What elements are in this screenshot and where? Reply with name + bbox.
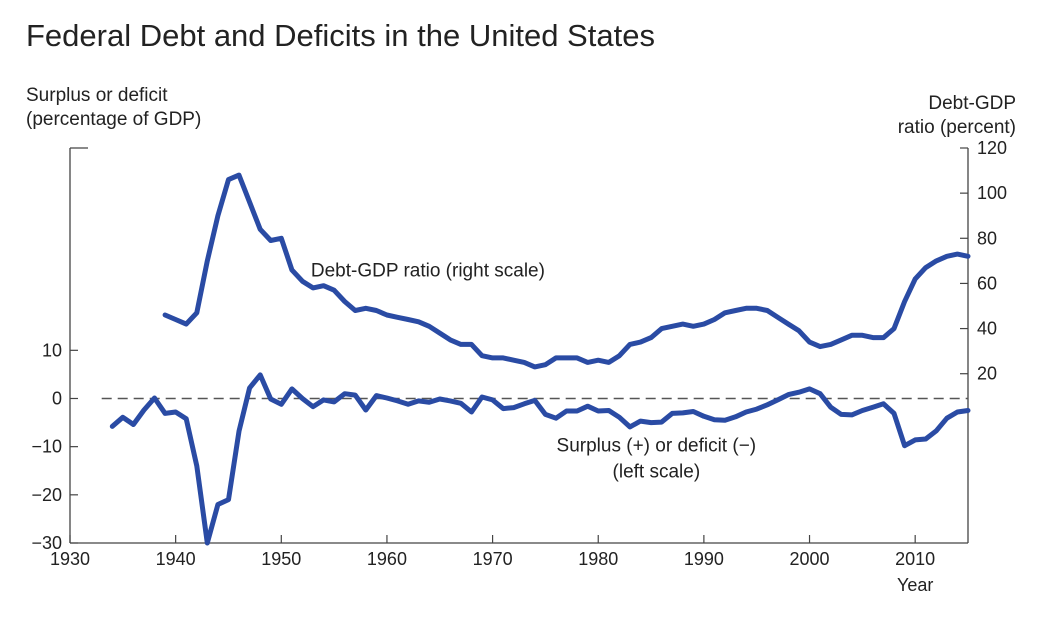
left-axis-tick-label: 0	[52, 388, 62, 408]
x-axis-tick-label: 1980	[578, 549, 618, 569]
surplus-deficit-line	[109, 372, 971, 546]
left-axis-title-line-2: (percentage of GDP)	[26, 109, 202, 130]
right-axis-tick-label: 60	[977, 273, 997, 293]
surplus-deficit-series-label: Surplus (+) or deficit (−)	[557, 435, 757, 456]
right-axis-tick-label: 80	[977, 228, 997, 248]
right-axis-tick-label: 120	[977, 138, 1007, 158]
x-axis-tick-label: 1960	[367, 549, 407, 569]
surplus-deficit-series-label: (left scale)	[613, 461, 701, 482]
left-axis-title-line-1: Surplus or deficit	[26, 85, 168, 106]
right-axis-tick-label: 100	[977, 183, 1007, 203]
x-axis-tick-label: 2010	[895, 549, 935, 569]
chart-title: Federal Debt and Deficits in the United …	[26, 18, 655, 53]
left-axis-tick-label: −30	[31, 533, 62, 553]
x-axis-tick-label: 1930	[50, 549, 90, 569]
left-axis-title: Surplus or deficit (percentage of GDP)	[26, 84, 201, 132]
x-axis-tick-label: 1940	[156, 549, 196, 569]
x-axis-tick-label: 1970	[473, 549, 513, 569]
left-axis-tick-label: −10	[31, 437, 62, 457]
right-axis-title-line-1: Debt-GDP	[928, 93, 1016, 114]
debt-gdp-series-label: Debt-GDP ratio (right scale)	[311, 261, 545, 282]
right-axis-title: Debt-GDP ratio (percent)	[898, 92, 1016, 140]
x-axis-tick-label: 2000	[790, 549, 830, 569]
right-axis-title-line-2: ratio (percent)	[897, 117, 1016, 138]
x-axis-tick-label: 1950	[261, 549, 301, 569]
x-axis-tick-label: 1990	[684, 549, 724, 569]
debt-gdp-ratio-line	[162, 172, 971, 370]
left-axis-tick-label: −20	[31, 485, 62, 505]
x-axis-title: Year	[897, 575, 933, 595]
right-axis-tick-label: 20	[977, 364, 997, 384]
left-axis-tick-label: 10	[42, 340, 62, 360]
right-axis-tick-label: 40	[977, 319, 997, 339]
